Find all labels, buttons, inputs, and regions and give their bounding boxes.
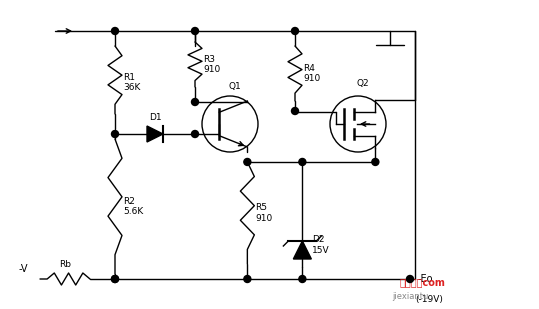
Polygon shape — [293, 241, 312, 259]
Text: Q1: Q1 — [229, 82, 241, 91]
Circle shape — [244, 276, 251, 282]
Text: Rb: Rb — [59, 260, 71, 269]
Circle shape — [191, 28, 198, 35]
Text: 接线图．com: 接线图．com — [400, 277, 446, 287]
Text: R1
36K: R1 36K — [123, 73, 140, 92]
Circle shape — [299, 276, 306, 282]
Text: R3
910: R3 910 — [203, 55, 220, 74]
Circle shape — [112, 276, 119, 282]
Circle shape — [191, 99, 198, 105]
Circle shape — [372, 159, 379, 165]
Text: (-19V): (-19V) — [415, 295, 443, 304]
Circle shape — [292, 28, 299, 35]
Text: -V: -V — [18, 264, 28, 274]
Text: R2
5.6K: R2 5.6K — [123, 197, 143, 216]
Text: D2
15V: D2 15V — [313, 235, 330, 255]
Circle shape — [112, 28, 119, 35]
Circle shape — [299, 159, 306, 165]
Circle shape — [112, 130, 119, 138]
Circle shape — [292, 108, 299, 115]
Polygon shape — [147, 126, 163, 142]
Text: D1: D1 — [149, 113, 161, 122]
Text: -Eo: -Eo — [418, 274, 433, 284]
Circle shape — [112, 276, 119, 282]
Text: R4
910: R4 910 — [303, 64, 320, 83]
Text: jiexiantu: jiexiantu — [392, 292, 429, 301]
Text: Q2: Q2 — [357, 79, 369, 88]
Text: R5
910: R5 910 — [255, 203, 273, 223]
Circle shape — [244, 159, 251, 165]
Circle shape — [406, 276, 413, 282]
Circle shape — [191, 130, 198, 138]
